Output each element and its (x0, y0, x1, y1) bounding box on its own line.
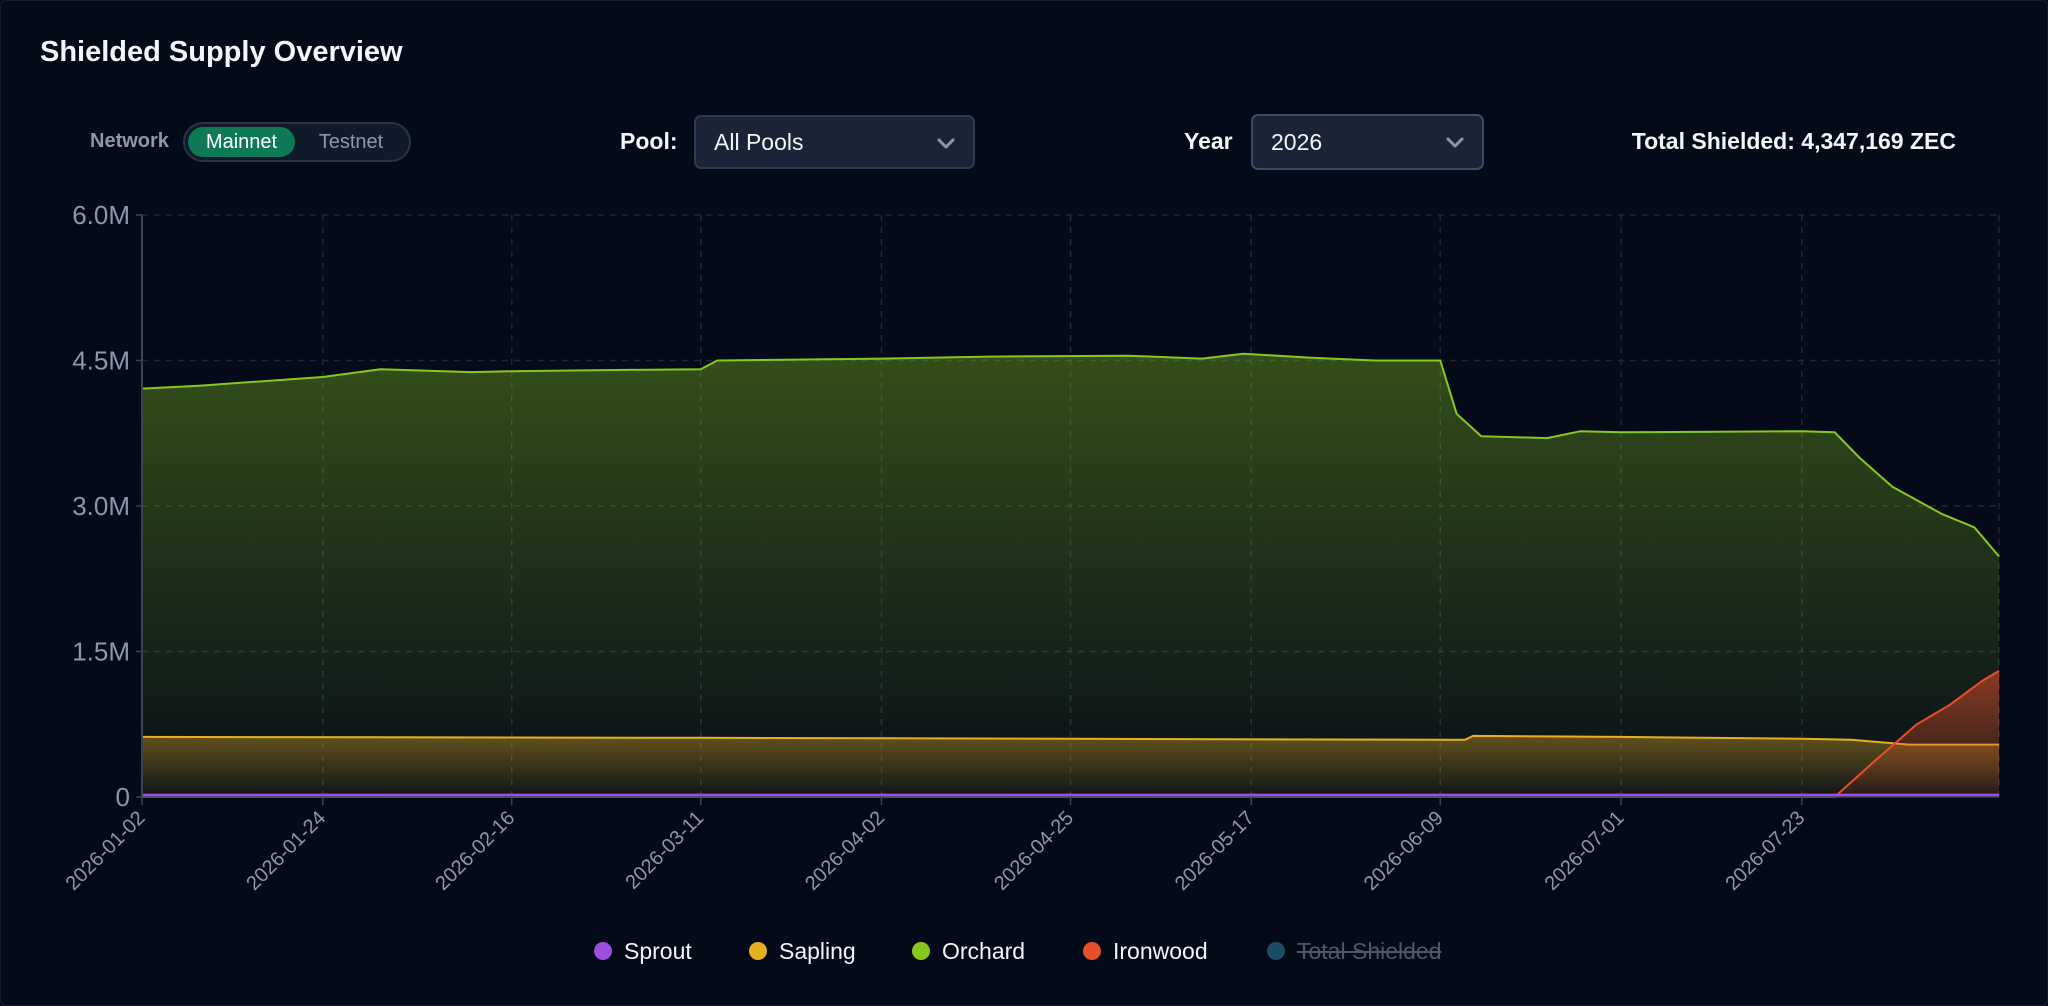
x-tick-label: 2026-06-09 (1360, 807, 1448, 895)
y-tick-label: 3.0M (72, 491, 130, 521)
x-axis-tick-labels: 2026-01-02 2026-01-24 2026-02-16 2026-03-11… (62, 807, 1810, 895)
pool-label: Pool: (620, 128, 678, 154)
legend-dot-icon (912, 942, 930, 960)
total-shielded-text: Total Shielded: 4,347,169 ZEC (1631, 128, 1956, 154)
legend-label: Orchard (942, 938, 1026, 964)
network-label: Network (90, 130, 169, 152)
x-tick-label: 2026-07-23 (1721, 807, 1809, 895)
chevron-down-icon (937, 138, 955, 149)
network-toggle: Mainnet Testnet (183, 122, 411, 162)
legend-dot-icon (749, 942, 767, 960)
page-title: Shielded Supply Overview (40, 36, 403, 68)
x-tick-label: 2026-04-02 (801, 807, 889, 895)
year-select-value: 2026 (1271, 129, 1323, 155)
legend-label: Ironwood (1113, 938, 1208, 964)
chevron-down-icon (1446, 137, 1464, 148)
x-tick-label: 2026-03-11 (621, 807, 708, 894)
x-tick-label: 2026-02-16 (431, 807, 519, 895)
pool-select[interactable]: All Pools (694, 115, 975, 169)
y-tick-label: 0 (116, 782, 130, 812)
year-select[interactable]: 2026 (1251, 114, 1484, 170)
x-tick-label: 2026-07-01 (1541, 807, 1629, 895)
legend-dot-icon (1267, 942, 1285, 960)
chart-legend: Sprout Sapling Orchard Ironwood Total Shield… (0, 936, 2048, 966)
legend-dot-icon (594, 942, 612, 960)
shielded-supply-chart: 01.5M3.0M4.5M6.0M 2026-01-02 2026-01-24 20… (62, 200, 2000, 895)
legend-label: Total Shielded (1297, 938, 1442, 964)
network-option-testnet[interactable]: Testnet (318, 131, 384, 153)
x-tick-label: 2026-05-17 (1171, 807, 1259, 895)
sapling-line (141, 734, 1999, 746)
y-tick-label: 4.5M (72, 346, 130, 376)
pool-select-value: All Pools (714, 129, 804, 155)
orchard-area (142, 353, 1999, 797)
axes (136, 214, 1999, 805)
x-tick-label: 2026-01-02 (62, 807, 150, 895)
y-axis-tick-labels: 0 1.5M 3.0M 4.5M 6.0M (72, 200, 130, 812)
series-areas (141, 352, 2000, 798)
legend-label: Sprout (624, 938, 692, 964)
x-tick-label: 2026-04-25 (990, 807, 1078, 895)
orchard-line (141, 352, 2000, 558)
network-option-mainnet[interactable]: Mainnet (188, 127, 295, 157)
legend-dot-icon (1083, 942, 1101, 960)
y-tick-label: 1.5M (72, 637, 130, 667)
year-label: Year (1184, 128, 1233, 154)
sapling-area (142, 735, 1999, 797)
x-tick-label: 2026-01-24 (242, 807, 330, 895)
y-tick-label: 6.0M (72, 200, 130, 230)
legend-label: Sapling (779, 938, 856, 964)
